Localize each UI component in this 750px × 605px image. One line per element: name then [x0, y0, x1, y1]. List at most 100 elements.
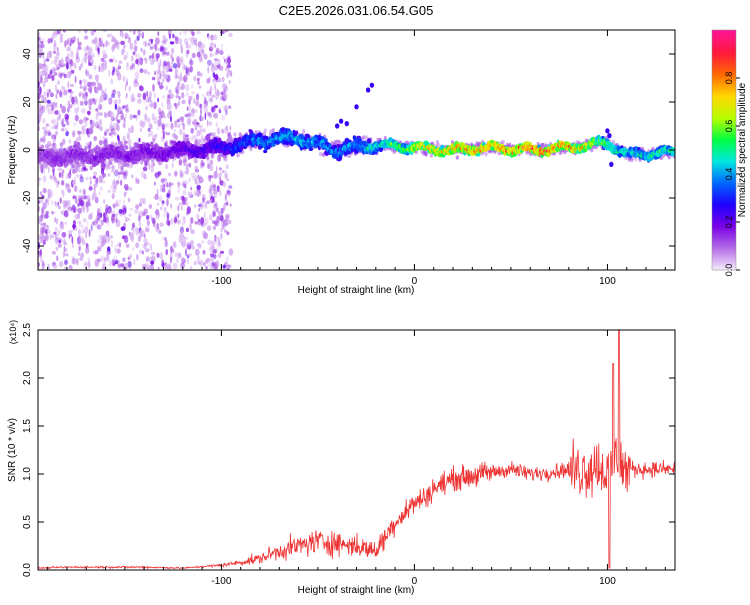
noise-speckle: [147, 127, 151, 132]
noise-speckle: [184, 183, 187, 189]
noise-speckle: [166, 212, 170, 221]
noise-speckle: [161, 50, 166, 57]
noise-speckle: [222, 264, 226, 269]
noise-speckle: [197, 81, 200, 85]
noise-speckle: [137, 30, 142, 33]
noise-speckle: [72, 223, 75, 230]
band-halo: [424, 151, 428, 156]
noise-speckle: [156, 202, 160, 206]
noise-speckle: [99, 206, 102, 212]
noise-speckle: [122, 105, 126, 109]
noise-speckle: [157, 266, 160, 270]
noise-speckle: [196, 213, 200, 220]
noise-speckle: [186, 112, 192, 118]
noise-speckle: [51, 33, 56, 40]
noise-speckle: [69, 264, 71, 270]
noise-speckle: [208, 121, 213, 127]
noise-speckle: [199, 72, 202, 78]
noise-speckle: [195, 181, 200, 187]
noise-speckle: [78, 119, 83, 125]
noise-speckle: [112, 189, 117, 193]
noise-speckle: [174, 215, 177, 220]
noise-speckle: [186, 227, 189, 233]
noise-speckle: [217, 173, 221, 179]
noise-speckle: [149, 97, 152, 102]
noise-speckle: [45, 58, 50, 62]
noise-speckle: [186, 49, 190, 55]
noise-speckle: [208, 77, 211, 82]
noise-speckle: [83, 46, 87, 52]
noise-speckle: [165, 132, 171, 136]
noise-speckle: [216, 64, 219, 68]
noise-speckle: [86, 262, 90, 267]
noise-speckle: [43, 166, 46, 175]
noise-speckle: [68, 230, 73, 234]
noise-speckle: [193, 109, 198, 114]
noise-speckle: [79, 100, 84, 106]
noise-speckle: [178, 182, 181, 188]
noise-speckle: [79, 256, 84, 261]
noise-speckle: [229, 125, 232, 131]
noise-speckle: [143, 238, 148, 244]
noise-speckle: [204, 112, 207, 120]
noise-speckle: [163, 73, 168, 80]
noise-speckle: [193, 120, 197, 127]
noise-speckle: [179, 226, 184, 234]
noise-speckle: [43, 126, 48, 134]
noise-speckle: [97, 47, 100, 55]
noise-speckle: [166, 103, 171, 111]
noise-speckle: [153, 92, 156, 99]
noise-speckle: [139, 68, 144, 74]
noise-speckle: [102, 43, 105, 48]
noise-speckle: [124, 32, 128, 38]
noise-speckle: [229, 203, 232, 207]
noise-speckle: [45, 67, 49, 74]
noise-speckle: [111, 259, 116, 266]
noise-speckle: [63, 205, 67, 209]
noise-speckle: [58, 261, 64, 268]
noise-speckle: [200, 43, 205, 49]
noise-speckle: [74, 185, 78, 192]
noise-speckle: [74, 213, 79, 220]
noise-speckle: [136, 253, 139, 261]
noise-speckle: [80, 63, 83, 67]
noise-speckle: [185, 84, 190, 92]
noise-speckle: [228, 32, 233, 38]
noise-speckle: [175, 86, 179, 94]
noise-speckle: [76, 49, 79, 57]
noise-speckle: [158, 171, 162, 176]
noise-speckle: [122, 171, 126, 176]
noise-speckle: [161, 95, 165, 99]
noise-speckle: [90, 214, 93, 220]
noise-speckle: [40, 255, 43, 263]
noise-speckle: [94, 218, 99, 223]
noise-speckle: [228, 105, 232, 109]
noise-speckle: [214, 220, 219, 227]
noise-speckle: [137, 92, 142, 98]
noise-speckle: [214, 84, 216, 91]
noise-speckle: [51, 102, 55, 106]
noise-speckle: [224, 68, 229, 72]
noise-speckle: [97, 239, 101, 244]
noise-speckle: [137, 109, 141, 116]
noise-speckle: [48, 74, 52, 79]
noise-speckle: [184, 170, 188, 175]
noise-speckle: [164, 38, 169, 42]
band-halo: [182, 159, 186, 164]
noise-speckle: [140, 171, 145, 178]
noise-speckle: [93, 98, 97, 106]
noise-speckle: [194, 39, 197, 46]
noise-speckle: [213, 195, 216, 202]
noise-speckle: [126, 81, 128, 86]
noise-speckle: [70, 233, 72, 238]
noise-speckle: [220, 207, 224, 215]
noise-speckle: [59, 36, 64, 44]
noise-speckle: [180, 205, 183, 211]
noise-speckle: [194, 204, 197, 208]
noise-speckle: [63, 73, 67, 79]
noise-speckle: [103, 216, 107, 223]
noise-speckle: [214, 52, 218, 56]
band-halo: [59, 142, 63, 147]
noise-speckle: [78, 189, 83, 193]
